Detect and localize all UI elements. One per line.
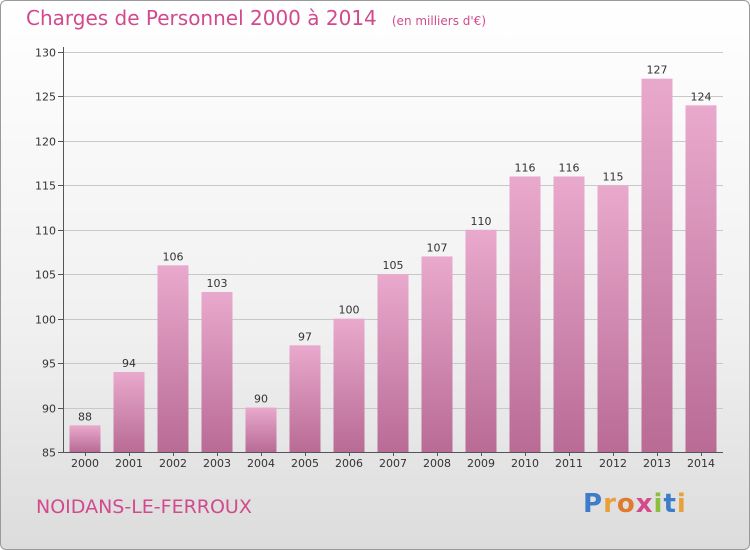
y-tick-label: 95 xyxy=(42,358,56,371)
data-label: 94 xyxy=(122,357,136,370)
x-tick-label: 2009 xyxy=(467,457,495,470)
data-label: 88 xyxy=(78,410,92,423)
x-tick-label: 2010 xyxy=(511,457,539,470)
data-label: 106 xyxy=(163,250,184,263)
bar xyxy=(157,265,189,452)
data-label: 100 xyxy=(339,304,360,317)
logo-letter: x xyxy=(635,489,654,519)
logo-letter: o xyxy=(616,489,636,519)
chart-title-unit: (en milliers d'€) xyxy=(391,14,486,28)
data-label: 124 xyxy=(691,90,712,103)
y-tick-label: 85 xyxy=(42,447,56,460)
y-tick-label: 90 xyxy=(42,403,56,416)
logo-letter: P xyxy=(583,489,604,519)
x-tick-label: 2014 xyxy=(687,457,715,470)
bar xyxy=(289,345,321,452)
bar xyxy=(245,407,277,452)
x-tick-label: 2004 xyxy=(247,457,275,470)
bar xyxy=(377,274,409,452)
y-tick-label: 125 xyxy=(35,91,56,104)
bar xyxy=(69,425,101,452)
chart-title-main: Charges de Personnel 2000 à 2014 xyxy=(26,6,377,30)
logo-letter: t xyxy=(663,489,677,519)
y-tick-label: 120 xyxy=(35,136,56,149)
data-label: 116 xyxy=(559,161,580,174)
data-label: 103 xyxy=(207,277,228,290)
x-tick-label: 2005 xyxy=(291,457,319,470)
data-label: 105 xyxy=(383,259,404,272)
axes xyxy=(58,47,723,456)
commune-name: NOIDANS-LE-FERROUX xyxy=(36,496,252,518)
data-label: 115 xyxy=(603,170,624,183)
y-tick-label: 110 xyxy=(35,225,56,238)
bar xyxy=(641,78,673,453)
logo-letter: i xyxy=(676,489,687,519)
data-label: 127 xyxy=(647,64,668,77)
y-tick-label: 130 xyxy=(35,47,56,60)
data-label: 90 xyxy=(254,393,268,406)
data-label: 107 xyxy=(427,241,448,254)
logo-letter: i xyxy=(653,489,664,519)
bar xyxy=(597,185,629,453)
x-tick-label: 2003 xyxy=(203,457,231,470)
bar xyxy=(421,256,453,452)
bars xyxy=(69,78,717,453)
proxiti-logo: Proxiti xyxy=(583,489,687,519)
bar xyxy=(333,318,365,452)
x-tick-label: 2002 xyxy=(159,457,187,470)
data-label: 116 xyxy=(515,161,536,174)
bar xyxy=(685,105,717,452)
y-tick-label: 105 xyxy=(35,269,56,282)
chart-title: Charges de Personnel 2000 à 2014 (en mil… xyxy=(26,6,486,30)
bar xyxy=(113,372,145,452)
y-tick-label: 100 xyxy=(35,314,56,327)
bar xyxy=(509,176,541,452)
bar xyxy=(201,292,233,452)
x-tick-label: 2008 xyxy=(423,457,451,470)
x-tick-label: 2007 xyxy=(379,457,407,470)
y-tick-label: 115 xyxy=(35,180,56,193)
data-label: 97 xyxy=(298,330,312,343)
x-tick-label: 2001 xyxy=(115,457,143,470)
x-tick-label: 2012 xyxy=(599,457,627,470)
bar xyxy=(553,176,585,452)
x-tick-label: 2013 xyxy=(643,457,671,470)
data-label: 110 xyxy=(471,215,492,228)
x-tick-label: 2011 xyxy=(555,457,583,470)
x-tick-label: 2000 xyxy=(71,457,99,470)
logo-letter: r xyxy=(603,489,617,519)
x-tick-label: 2006 xyxy=(335,457,363,470)
bar xyxy=(465,229,497,452)
labels: 85 90 95 100 105 110 115 120 125 130 88 2000 94 2001 1… xyxy=(35,47,715,471)
